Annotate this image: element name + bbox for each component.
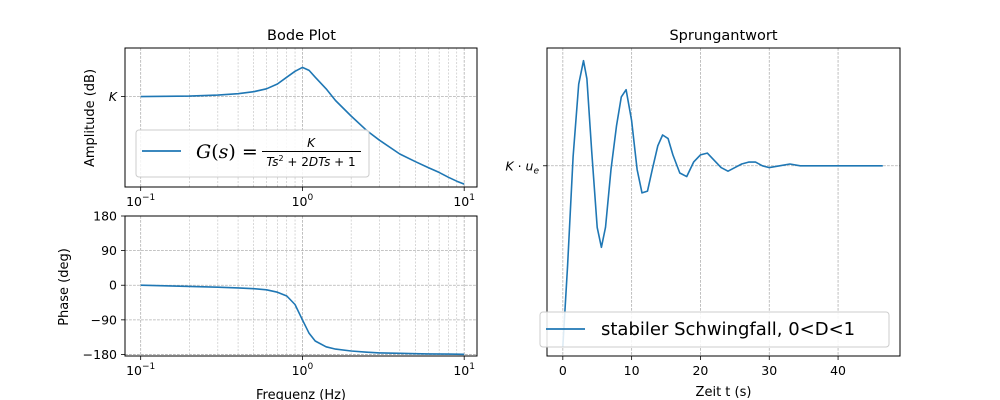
step-x-tick-label: 40 (830, 363, 846, 378)
phase-y-tick-label: 90 (101, 243, 117, 258)
step-response-panel: Sprungantwort 0 10 20 30 40 K · ue Zeit t (s)… (505, 28, 901, 400)
bode-phase-panel: 10−1 100 101 180 90 0 −90 −180 Phase (deg) Freq… (57, 209, 478, 400)
step-x-tick-label: 30 (761, 363, 777, 378)
phase-x-tick-label: 10−1 (126, 362, 155, 378)
phase-y-tick-label: −180 (83, 347, 117, 362)
phase-ylabel: Phase (deg) (57, 248, 72, 326)
amplitude-legend-numerator: K (307, 136, 316, 150)
step-legend: stabiler Schwingfall, 0<D<1 (539, 311, 890, 348)
amplitude-x-tick-label: 100 (292, 193, 314, 209)
step-series (562, 59, 883, 347)
amplitude-series (140, 66, 465, 185)
amplitude-x-tick-label: 10−1 (126, 193, 155, 209)
step-x-tick-label: 10 (624, 363, 640, 378)
phase-y-tick-label: 0 (109, 278, 117, 293)
amplitude-legend-box (135, 129, 370, 178)
bode-amplitude-panel: Bode Plot 10−1 100 101 K Amplitude (dB) G(s… (83, 28, 478, 209)
step-axes-frame (546, 47, 901, 357)
step-xlabel: Zeit t (s) (696, 385, 752, 400)
phase-x-tick-label: 100 (292, 362, 314, 378)
step-x-tick-label: 0 (559, 363, 567, 378)
amplitude-ticks: 10−1 100 101 K (109, 89, 475, 209)
amplitude-y-tick-label: K (109, 89, 119, 104)
step-gridlines (547, 48, 900, 356)
step-series-line (562, 59, 883, 347)
amplitude-series-line (140, 66, 465, 185)
phase-ticks: 10−1 100 101 180 90 0 −90 −180 (83, 209, 475, 379)
step-legend-box (539, 311, 890, 348)
step-title: Sprungantwort (669, 28, 777, 44)
phase-y-tick-label: −90 (91, 312, 117, 327)
phase-series (140, 284, 465, 356)
amplitude-x-tick-label: 101 (453, 193, 475, 209)
amplitude-legend-label: G(s) = (196, 141, 258, 163)
phase-series-line (140, 284, 465, 356)
phase-axes-frame (124, 215, 478, 357)
bode-title: Bode Plot (267, 28, 336, 44)
phase-y-tick-label: 180 (93, 209, 117, 224)
amplitude-ylabel: Amplitude (dB) (83, 69, 98, 167)
step-y-tick-label: K · ue (505, 158, 539, 176)
phase-xlabel: Frequenz (Hz) (256, 388, 346, 400)
step-legend-label: stabiler Schwingfall, 0<D<1 (601, 319, 855, 340)
phase-x-tick-label: 101 (453, 362, 475, 378)
amplitude-axes-frame (124, 47, 478, 188)
amplitude-legend-denominator: Ts2 + 2DTs + 1 (266, 154, 355, 169)
step-ticks: 0 10 20 30 40 K · ue (505, 158, 846, 378)
step-x-tick-label: 20 (692, 363, 708, 378)
amplitude-legend: G(s) = K Ts2 + 2DTs + 1 (135, 129, 370, 178)
